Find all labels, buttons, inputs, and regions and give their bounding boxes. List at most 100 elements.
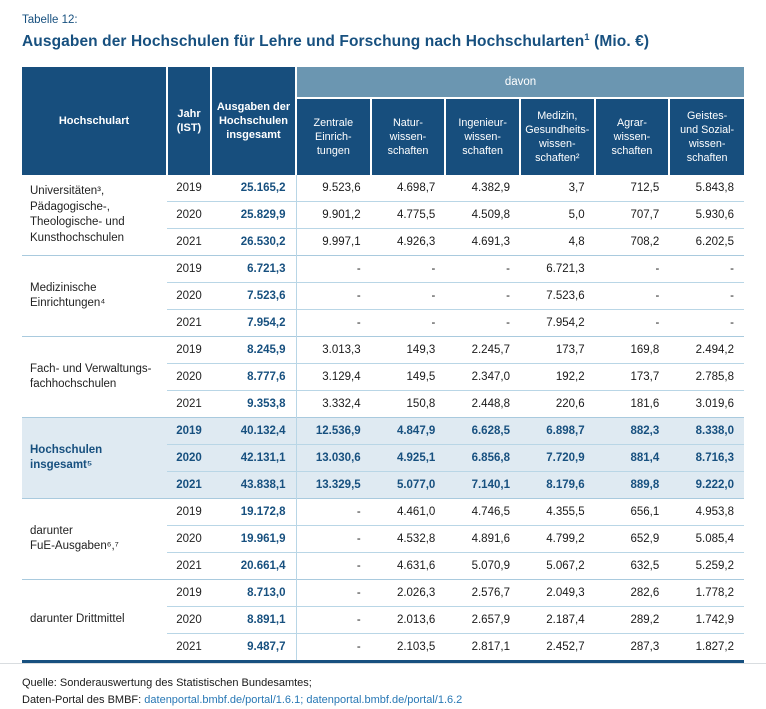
col-group-header-davon: davon bbox=[296, 67, 744, 100]
table-row: Medizinische Einrichtungen⁴ 2019 6.721,3- -… bbox=[22, 255, 744, 337]
expenditure-table: Hochschulart Jahr (IST) Ausgaben der Hoc… bbox=[22, 67, 744, 664]
value-cell: 2.785,8 bbox=[669, 363, 744, 391]
table-header: Hochschulart Jahr (IST) Ausgaben der Hoc… bbox=[22, 67, 744, 176]
value-cell: 5.067,2 bbox=[519, 552, 595, 580]
value-cell: 2.103,5 bbox=[370, 633, 446, 662]
table-row: 2020 25.829,9 9.901,2 4.775,5 4.509,8 5,0 707,… bbox=[22, 201, 744, 229]
value-cell: 8.179,6 bbox=[519, 471, 595, 499]
value-cell: 4,8 bbox=[519, 228, 595, 256]
total-value-cell: 42.131,1 bbox=[211, 444, 296, 472]
table-row: 2021 7.954,2- - -7.954,2- - bbox=[22, 309, 744, 337]
title-footnote-marker: 1 bbox=[584, 32, 590, 43]
year-cell: 2020 bbox=[167, 201, 211, 229]
value-cell: - bbox=[669, 282, 744, 310]
col-header-geistes-sozialwissenschaften: Geistes- und Sozial- wissen- schaften bbox=[669, 98, 744, 176]
value-cell: 5.070,9 bbox=[445, 552, 520, 580]
total-value-cell: 9.353,8 bbox=[211, 390, 296, 418]
dataportal-link-1[interactable]: datenportal.bmbf.de/portal/1.6.1 bbox=[144, 694, 301, 707]
value-cell: 287,3 bbox=[594, 633, 670, 662]
table-body: Universitäten³, Pädagogische-, Theologis… bbox=[22, 175, 744, 662]
value-cell: 4.461,0 bbox=[370, 498, 446, 526]
value-cell: 4.926,3 bbox=[370, 228, 446, 256]
value-cell: 7.954,2 bbox=[519, 309, 595, 337]
year-cell: 2021 bbox=[167, 471, 211, 499]
table-row: 2020 8.891,1-2.013,6 2.657,9 2.187,4 289,2 1.… bbox=[22, 606, 744, 634]
value-cell: 4.799,2 bbox=[519, 525, 595, 553]
value-cell: 2.448,8 bbox=[445, 390, 520, 418]
value-cell: 708,2 bbox=[594, 228, 670, 256]
dataportal-link-2[interactable]: datenportal.bmbf.de/portal/1.6.2 bbox=[306, 694, 463, 707]
value-cell: 2.026,3 bbox=[370, 579, 446, 607]
value-cell: 7.720,9 bbox=[519, 444, 595, 472]
total-value-cell: 7.523,6 bbox=[211, 282, 296, 310]
row-group-label: Fach- und Verwaltungs- fachhochschulen bbox=[22, 336, 167, 418]
value-cell: 173,7 bbox=[594, 363, 670, 391]
value-cell: 5.259,2 bbox=[669, 552, 744, 580]
value-cell: 656,1 bbox=[594, 498, 670, 526]
value-cell: 2.049,3 bbox=[519, 579, 595, 607]
total-value-cell: 9.487,7 bbox=[211, 633, 296, 662]
value-cell: 6.628,5 bbox=[445, 417, 520, 445]
year-cell: 2019 bbox=[167, 255, 211, 283]
table-row: 2020 42.131,1 13.030,6 4.925,1 6.856,8 7.720,… bbox=[22, 444, 744, 472]
value-cell: - bbox=[445, 255, 520, 283]
value-cell: 13.030,6 bbox=[295, 444, 371, 472]
value-cell: - bbox=[594, 309, 670, 337]
value-cell: 5.843,8 bbox=[669, 175, 744, 202]
year-cell: 2020 bbox=[167, 282, 211, 310]
page-divider bbox=[0, 663, 766, 665]
table-row: Hochschulen insgesamt⁵ 2019 40.132,4 12.536… bbox=[22, 417, 744, 499]
year-cell: 2021 bbox=[167, 633, 211, 662]
value-cell: 220,6 bbox=[519, 390, 595, 418]
col-header-agrarwissenschaften: Agrar- wissen- schaften bbox=[594, 98, 671, 176]
value-cell: 5.085,4 bbox=[669, 525, 744, 553]
value-cell: 5,0 bbox=[519, 201, 595, 229]
source-line-2: Daten-Portal des BMBF: datenportal.bmbf.… bbox=[22, 692, 744, 709]
year-cell: 2020 bbox=[167, 525, 211, 553]
value-cell: 4.631,6 bbox=[370, 552, 446, 580]
value-cell: 149,3 bbox=[370, 336, 446, 364]
table-row: 2021 9.353,8 3.332,4 150,8 2.448,8 220,6 181,6… bbox=[22, 390, 744, 418]
year-cell: 2021 bbox=[167, 228, 211, 256]
table-row: 2021 20.661,4-4.631,6 5.070,9 5.067,2 632,5 5… bbox=[22, 552, 744, 580]
table-row: 2020 7.523,6- - -7.523,6- - bbox=[22, 282, 744, 310]
value-cell: 2.187,4 bbox=[519, 606, 595, 634]
year-cell: 2021 bbox=[167, 552, 211, 580]
value-cell: - bbox=[295, 282, 371, 310]
row-group-label: Universitäten³, Pädagogische-, Theologis… bbox=[22, 175, 167, 256]
value-cell: 8.716,3 bbox=[669, 444, 744, 472]
value-cell: - bbox=[295, 525, 371, 553]
table-row: 2020 19.961,9-4.532,8 4.891,6 4.799,2 652,9 5… bbox=[22, 525, 744, 553]
value-cell: 3.129,4 bbox=[295, 363, 371, 391]
value-cell: - bbox=[370, 255, 446, 283]
year-cell: 2020 bbox=[167, 444, 211, 472]
value-cell: 4.532,8 bbox=[370, 525, 446, 553]
value-cell: 6.721,3 bbox=[519, 255, 595, 283]
total-value-cell: 19.961,9 bbox=[211, 525, 296, 553]
value-cell: 1.827,2 bbox=[669, 633, 744, 662]
value-cell: 9.222,0 bbox=[669, 471, 744, 499]
row-group-label: darunter FuE-Ausgaben⁶,⁷ bbox=[22, 498, 167, 580]
value-cell: - bbox=[594, 255, 670, 283]
value-cell: 13.329,5 bbox=[295, 471, 371, 499]
total-value-cell: 8.245,9 bbox=[211, 336, 296, 364]
page-title: Ausgaben der Hochschulen für Lehre und F… bbox=[22, 32, 744, 51]
value-cell: 173,7 bbox=[519, 336, 595, 364]
table-row: 2021 26.530,2 9.997,1 4.926,3 4.691,3 4,8 708,… bbox=[22, 228, 744, 256]
table-row: darunter Drittmittel 2019 8.713,0-2.026,3 2… bbox=[22, 579, 744, 662]
value-cell: 2.013,6 bbox=[370, 606, 446, 634]
row-group-label: Medizinische Einrichtungen⁴ bbox=[22, 255, 167, 337]
value-cell: 2.817,1 bbox=[445, 633, 520, 662]
table-row: 2021 9.487,7-2.103,5 2.817,1 2.452,7 287,3 1.… bbox=[22, 633, 744, 662]
value-cell: 9.901,2 bbox=[295, 201, 371, 229]
value-cell: - bbox=[295, 633, 371, 662]
value-cell: 881,4 bbox=[594, 444, 670, 472]
value-cell: 4.691,3 bbox=[445, 228, 520, 256]
value-cell: 5.077,0 bbox=[370, 471, 446, 499]
year-cell: 2019 bbox=[167, 579, 211, 607]
row-group-label: darunter Drittmittel bbox=[22, 579, 167, 662]
value-cell: 632,5 bbox=[594, 552, 670, 580]
value-cell: 282,6 bbox=[594, 579, 670, 607]
value-cell: - bbox=[669, 255, 744, 283]
